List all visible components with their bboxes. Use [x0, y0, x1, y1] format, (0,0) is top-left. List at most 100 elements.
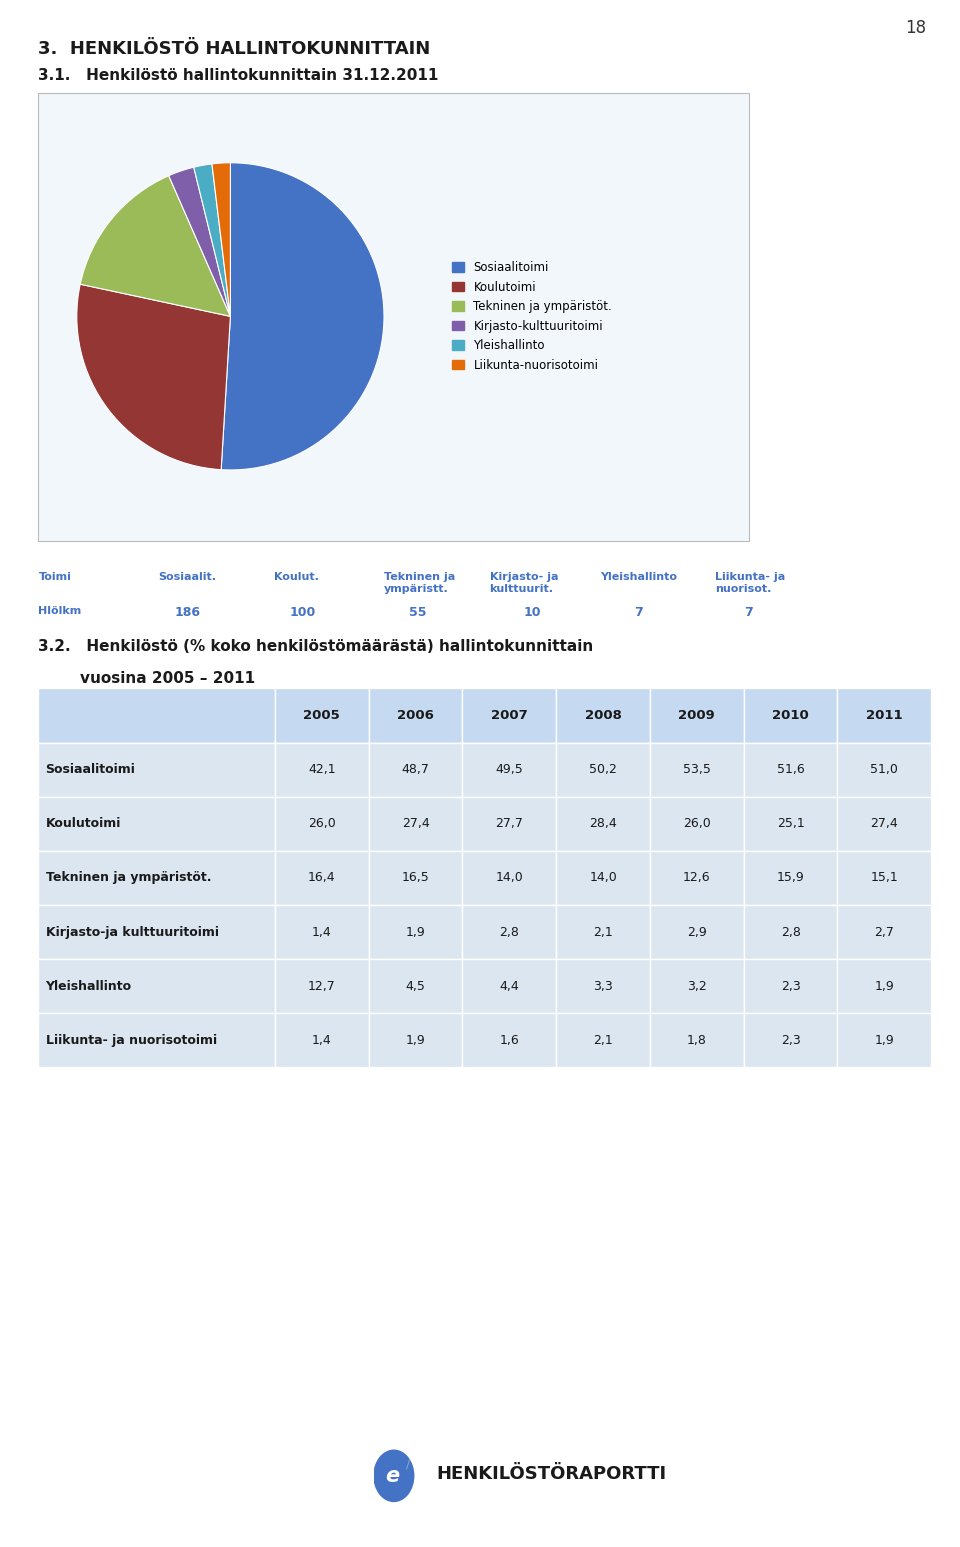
Text: 27,4: 27,4	[871, 817, 899, 831]
Text: 3.  HENKILÖSTÖ HALLINTOKUNNITTAIN: 3. HENKILÖSTÖ HALLINTOKUNNITTAIN	[38, 40, 431, 59]
Wedge shape	[194, 164, 230, 316]
Bar	[463, 959, 556, 1013]
Text: 2,7: 2,7	[875, 925, 895, 939]
Text: 27,7: 27,7	[495, 817, 523, 831]
Text: 3,2: 3,2	[687, 979, 707, 993]
Bar	[556, 905, 650, 959]
Text: 2,9: 2,9	[687, 925, 707, 939]
Bar	[369, 797, 463, 851]
Text: 27,4: 27,4	[401, 817, 429, 831]
Text: 1,6: 1,6	[499, 1033, 519, 1047]
Wedge shape	[212, 162, 230, 316]
Bar	[275, 1013, 369, 1067]
Wedge shape	[221, 162, 384, 470]
Bar	[744, 905, 837, 959]
Text: 50,2: 50,2	[589, 763, 617, 777]
Text: 2010: 2010	[772, 709, 809, 722]
Text: 2008: 2008	[585, 709, 621, 722]
Bar	[837, 743, 931, 797]
Bar	[837, 851, 931, 905]
Bar	[650, 905, 744, 959]
Bar	[275, 743, 369, 797]
Bar	[38, 1013, 275, 1067]
Text: 26,0: 26,0	[308, 817, 336, 831]
Bar	[556, 797, 650, 851]
Text: 1,9: 1,9	[406, 1033, 425, 1047]
Bar	[744, 959, 837, 1013]
Bar	[837, 797, 931, 851]
Bar	[650, 688, 744, 743]
Text: 14,0: 14,0	[589, 871, 617, 885]
Text: Hlölkm: Hlölkm	[38, 606, 82, 616]
Text: 25,1: 25,1	[777, 817, 804, 831]
Bar	[38, 851, 275, 905]
Circle shape	[374, 1450, 414, 1502]
Text: 10: 10	[524, 606, 541, 619]
Text: 2007: 2007	[491, 709, 528, 722]
Wedge shape	[169, 167, 230, 316]
Bar	[556, 959, 650, 1013]
Bar	[275, 851, 369, 905]
Text: 2,1: 2,1	[593, 925, 613, 939]
Text: 4,4: 4,4	[499, 979, 519, 993]
Text: Tekninen ja ympäristöt.: Tekninen ja ympäristöt.	[45, 871, 211, 885]
Text: Kirjasto- ja
kulttuurit.: Kirjasto- ja kulttuurit.	[490, 572, 558, 594]
Bar	[38, 959, 275, 1013]
Text: 2009: 2009	[679, 709, 715, 722]
Text: Sosiaalitoimi: Sosiaalitoimi	[45, 763, 135, 777]
Bar	[38, 905, 275, 959]
Bar	[275, 905, 369, 959]
Text: 16,5: 16,5	[401, 871, 429, 885]
Text: HENKILÖSTÖRAPORTTI: HENKILÖSTÖRAPORTTI	[437, 1465, 667, 1484]
Bar	[650, 743, 744, 797]
Text: 12,6: 12,6	[683, 871, 710, 885]
Text: 1,9: 1,9	[406, 925, 425, 939]
Bar	[369, 905, 463, 959]
Text: Koulutoimi: Koulutoimi	[45, 817, 121, 831]
Bar	[556, 1013, 650, 1067]
Bar	[463, 743, 556, 797]
Bar	[837, 959, 931, 1013]
Bar	[463, 688, 556, 743]
Wedge shape	[81, 176, 230, 316]
Text: 3.1.   Henkilöstö hallintokunnittain 31.12.2011: 3.1. Henkilöstö hallintokunnittain 31.12…	[38, 68, 439, 84]
Text: e: e	[386, 1467, 399, 1485]
Bar	[744, 743, 837, 797]
Text: Sosiaalit.: Sosiaalit.	[158, 572, 216, 582]
Text: 15,1: 15,1	[871, 871, 899, 885]
Text: Koulut.: Koulut.	[274, 572, 319, 582]
Text: Liikunta- ja
nuorisot.: Liikunta- ja nuorisot.	[715, 572, 785, 594]
Bar	[463, 1013, 556, 1067]
Bar	[275, 959, 369, 1013]
Bar	[744, 1013, 837, 1067]
Text: Liikunta- ja nuorisotoimi: Liikunta- ja nuorisotoimi	[45, 1033, 217, 1047]
Bar	[463, 851, 556, 905]
Legend: Sosiaalitoimi, Koulutoimi, Tekninen ja ympäristöt., Kirjasto-kulttuuritoimi, Yle: Sosiaalitoimi, Koulutoimi, Tekninen ja y…	[447, 257, 617, 376]
Bar	[463, 797, 556, 851]
Text: 3,3: 3,3	[593, 979, 613, 993]
Bar	[556, 688, 650, 743]
Bar	[837, 905, 931, 959]
Text: 2,3: 2,3	[780, 1033, 801, 1047]
Bar	[556, 743, 650, 797]
Bar	[837, 1013, 931, 1067]
Text: 42,1: 42,1	[308, 763, 336, 777]
Text: 2,8: 2,8	[499, 925, 519, 939]
Text: 48,7: 48,7	[401, 763, 429, 777]
Text: 15,9: 15,9	[777, 871, 804, 885]
Text: 4,5: 4,5	[406, 979, 425, 993]
Bar	[38, 688, 275, 743]
Text: 1,4: 1,4	[312, 925, 332, 939]
Text: Kirjasto-ja kulttuuritoimi: Kirjasto-ja kulttuuritoimi	[45, 925, 219, 939]
Bar	[38, 797, 275, 851]
Wedge shape	[77, 285, 230, 470]
Text: 12,7: 12,7	[308, 979, 336, 993]
Text: 2,3: 2,3	[780, 979, 801, 993]
Bar	[650, 851, 744, 905]
Text: 26,0: 26,0	[683, 817, 710, 831]
Text: 55: 55	[409, 606, 426, 619]
Bar	[744, 688, 837, 743]
Text: /: /	[406, 1457, 410, 1470]
Text: 53,5: 53,5	[683, 763, 710, 777]
Text: 2005: 2005	[303, 709, 340, 722]
